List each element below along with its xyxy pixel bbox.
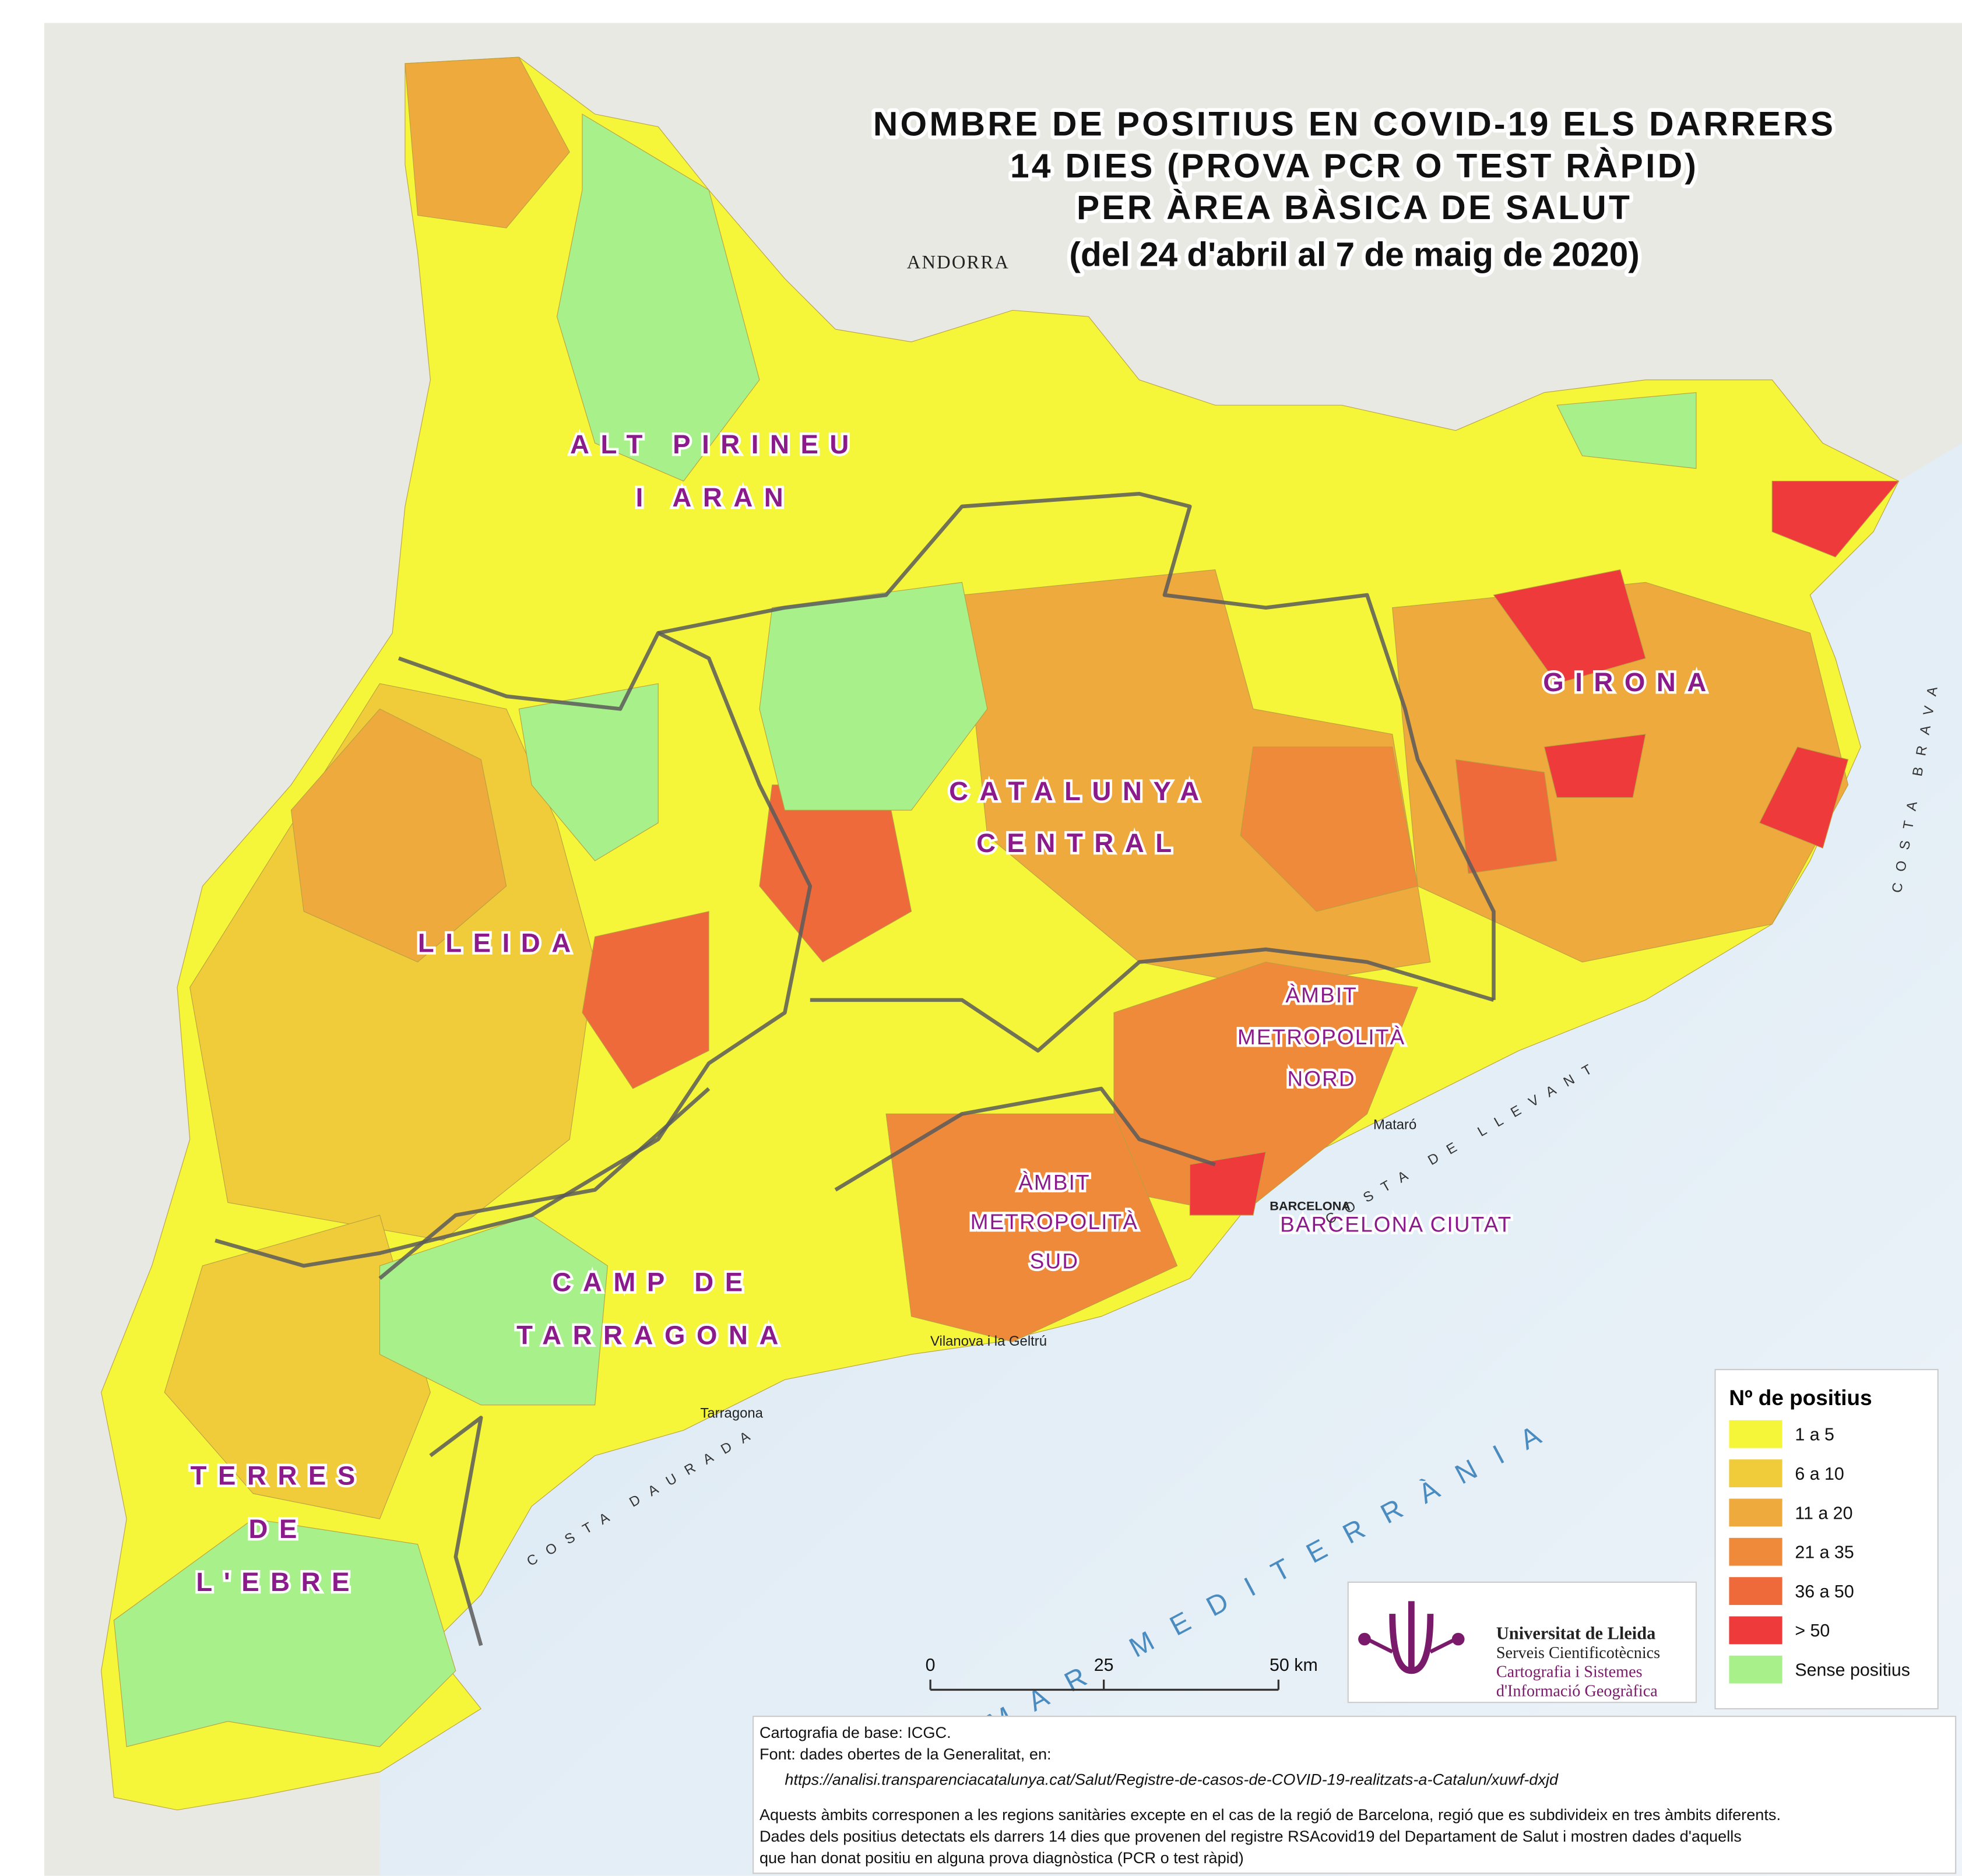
legend-title: Nº de positius — [1729, 1386, 1872, 1410]
region-label: ÀMBIT — [1285, 983, 1358, 1007]
legend-label: 21 a 35 — [1795, 1543, 1854, 1562]
note-line: Cartografia de base: ICGC. — [760, 1723, 951, 1741]
scale-bar — [929, 1680, 1279, 1691]
logo: Universitat de Lleida Serveis Cientifico… — [1347, 1581, 1697, 1703]
legend-label: 1 a 5 — [1795, 1425, 1834, 1445]
legend-label: > 50 — [1795, 1621, 1830, 1641]
scale-label: 0 — [926, 1655, 936, 1675]
legend-label: 36 a 50 — [1795, 1582, 1854, 1602]
place-label: BARCELONA — [1270, 1198, 1351, 1213]
note-line: https://analisi.transparenciacatalunya.c… — [785, 1770, 1559, 1788]
region-label: LLEIDA — [418, 928, 582, 958]
legend-label: Sense positius — [1795, 1660, 1910, 1680]
note-line: Dades dels positius detectats els darrer… — [760, 1827, 1742, 1845]
region-label: ALT PIRINEU — [570, 430, 860, 459]
region-boundaries — [215, 492, 1496, 1646]
logo-text: Serveis Cientificotècnics — [1496, 1644, 1660, 1662]
region-labels: ALT PIRINEU I ARAN CATALUNYA CENTRAL GIRONA L… — [188, 427, 1718, 1599]
legend-swatch — [1729, 1420, 1782, 1448]
legend-label: 11 a 20 — [1795, 1503, 1852, 1523]
title-line: 14 DIES (PROVA PCR O TEST RÀPID) — [1010, 146, 1699, 185]
region-label: CAMP DE — [552, 1267, 754, 1297]
scale-label: 25 — [1094, 1655, 1114, 1675]
region-label: GIRONA — [1543, 667, 1718, 697]
region-label: NORD — [1287, 1067, 1355, 1091]
legend-swatch — [1729, 1616, 1782, 1645]
title-line: PER ÀREA BÀSICA DE SALUT — [1077, 188, 1632, 227]
note-line: Font: dades obertes de la Generalitat, e… — [760, 1745, 1052, 1763]
region-label: L'EBRE — [196, 1567, 361, 1597]
region-label: I ARAN — [636, 483, 795, 512]
catalonia — [101, 57, 1900, 1811]
region-label: TARRAGONA — [516, 1321, 790, 1350]
legend-swatch — [1729, 1498, 1782, 1527]
region-label: ÀMBIT — [1018, 1171, 1091, 1195]
legend: Nº de positius 1 a 5 6 a 10 11 a 20 21 a 35… — [1714, 1368, 1939, 1710]
region-label: DE — [249, 1514, 308, 1544]
title-line: (del 24 d'abril al 7 de maig de 2020) — [1069, 235, 1639, 273]
note-line: Aquests àmbits corresponen a les regions… — [760, 1805, 1781, 1824]
region-label: CENTRAL — [976, 828, 1183, 858]
legend-swatch — [1729, 1459, 1782, 1487]
logo-text: Cartografia i Sistemes — [1496, 1663, 1643, 1681]
place-label: Tarragona — [700, 1406, 763, 1421]
legend-swatch — [1729, 1537, 1782, 1566]
sea — [379, 443, 1962, 1876]
region-label: BARCELONA CIUTAT — [1280, 1212, 1512, 1236]
logo-text: Universitat de Lleida — [1496, 1624, 1656, 1643]
legend-label: 6 a 10 — [1795, 1464, 1844, 1484]
note-line: que han donat positiu en alguna prova di… — [760, 1849, 1244, 1867]
legend-swatch — [1729, 1655, 1782, 1684]
title-line: NOMBRE DE POSITIUS EN COVID-19 ELS DARRE… — [873, 105, 1836, 143]
region-label: TERRES — [191, 1461, 367, 1491]
legend-swatch — [1729, 1577, 1782, 1605]
place-label: ANDORRA — [907, 252, 1010, 273]
place-label: Mataró — [1373, 1117, 1416, 1132]
logo-text: d'Informació Geogràfica — [1496, 1682, 1658, 1700]
scale-label: 50 km — [1270, 1655, 1318, 1675]
place-label: Vilanova i la Geltrú — [930, 1333, 1047, 1349]
region-label: METROPOLITÀ — [1237, 1025, 1405, 1049]
region-label: SUD — [1030, 1249, 1079, 1273]
region-label: METROPOLITÀ — [971, 1210, 1138, 1234]
region-label: CATALUNYA — [949, 776, 1211, 806]
notes: Cartografia de base: ICGC. Font: dades o… — [753, 1715, 1957, 1874]
